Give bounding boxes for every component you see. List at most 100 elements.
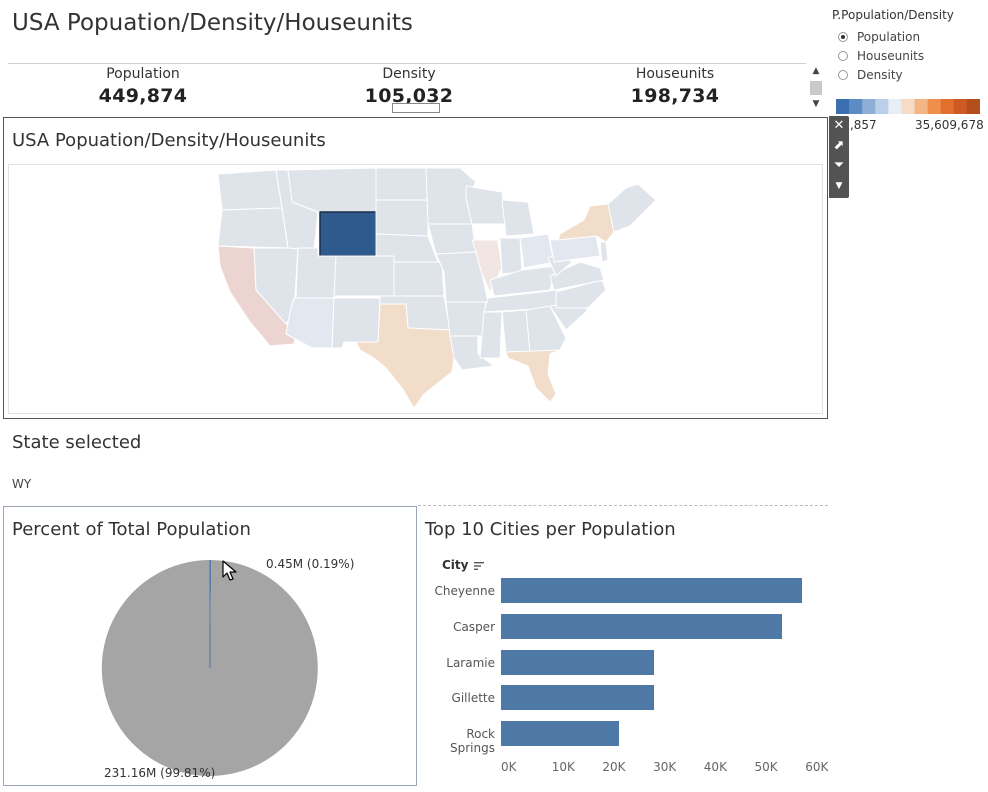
scroll-up-icon[interactable]: ▲	[812, 66, 820, 76]
radio-empty-icon[interactable]	[838, 70, 848, 80]
state-arkansas[interactable]	[445, 301, 487, 337]
zone-toolbar[interactable]: ✕ ⬈ ⏷ ▼	[829, 116, 849, 198]
state-mississippi[interactable]	[479, 311, 503, 359]
state-indiana[interactable]	[499, 237, 523, 275]
state-washington[interactable]	[217, 169, 283, 211]
legend-swatch	[875, 99, 889, 114]
kpi-scrollbar[interactable]: ▲ ▼	[809, 66, 823, 112]
usa-map[interactable]	[210, 162, 670, 407]
bar-label: Gillette	[451, 691, 495, 706]
pie-label-small: 0.45M (0.19%)	[266, 557, 355, 571]
state-virginia[interactable]	[549, 261, 605, 291]
header-divider	[8, 63, 806, 64]
dashboard-title: USA Popuation/Density/Houseunits	[12, 10, 413, 36]
bar[interactable]	[501, 649, 654, 675]
state-selected-title: State selected	[12, 432, 142, 453]
legend-max-label: 35,609,678	[915, 118, 984, 132]
state-alabama[interactable]	[501, 309, 531, 353]
bar[interactable]	[501, 721, 620, 747]
kpi-density-value: 105,032	[364, 85, 454, 107]
radio-density-label: Density	[857, 68, 903, 82]
bar-label: Cheyenne	[434, 584, 495, 598]
close-icon[interactable]: ✕	[833, 118, 845, 133]
legend-swatch	[862, 99, 876, 114]
state-iowa[interactable]	[427, 223, 477, 255]
state-new-jersey[interactable]	[599, 241, 609, 263]
open-external-icon[interactable]: ⬈	[833, 138, 845, 153]
map-title: USA Popuation/Density/Houseunits	[12, 130, 326, 151]
mouse-cursor-icon	[222, 560, 237, 581]
map-frame[interactable]	[8, 164, 823, 414]
kpi-population-value: 449,874	[98, 85, 188, 107]
radio-houseunits[interactable]: Houseunits	[838, 49, 924, 63]
state-wyoming[interactable]	[319, 211, 377, 257]
state-colorado[interactable]	[333, 255, 395, 297]
legend-swatch	[914, 99, 929, 114]
state-new-england[interactable]	[607, 183, 657, 233]
scroll-thumb[interactable]	[810, 81, 822, 95]
kpi-population: Population 449,874	[43, 66, 243, 107]
bar-label: Casper	[453, 619, 495, 634]
state-north-dakota[interactable]	[375, 167, 429, 201]
state-pennsylvania[interactable]	[549, 235, 601, 263]
city-header[interactable]: City	[442, 558, 485, 572]
bar[interactable]	[501, 685, 654, 711]
legend-swatch	[953, 99, 968, 114]
city-header-label: City	[442, 558, 469, 572]
pie-label-large: 231.16M (99.81%)	[104, 766, 216, 780]
filter-icon[interactable]: ⏷	[833, 158, 845, 173]
map-zone[interactable]	[3, 117, 828, 419]
radio-population-label: Population	[857, 30, 921, 44]
pie-chart[interactable]	[100, 558, 320, 778]
state-wisconsin[interactable]	[465, 185, 507, 225]
state-utah[interactable]	[295, 247, 337, 299]
legend-swatch	[901, 99, 916, 114]
state-new-mexico[interactable]	[331, 297, 381, 349]
state-louisiana[interactable]	[449, 335, 495, 371]
state-florida[interactable]	[505, 349, 561, 403]
bar[interactable]	[501, 578, 803, 603]
legend-swatch	[927, 99, 942, 114]
radio-population[interactable]: Population	[838, 30, 920, 44]
state-south-dakota[interactable]	[375, 199, 429, 237]
state-new-york[interactable]	[557, 203, 615, 243]
pie-zone[interactable]	[3, 506, 417, 786]
radio-empty-icon[interactable]	[838, 51, 848, 61]
legend-swatch	[888, 99, 902, 114]
x-tick-label: 10K	[551, 760, 575, 774]
radio-density[interactable]: Density	[838, 68, 903, 82]
bar-label: Rock Springs	[450, 727, 495, 756]
radio-selected-icon[interactable]	[838, 32, 848, 42]
more-options-icon[interactable]: ▼	[835, 181, 843, 191]
radio-houseunits-label: Houseunits	[857, 49, 925, 63]
kpi-population-label: Population	[106, 66, 180, 82]
state-kansas[interactable]	[393, 261, 445, 297]
x-tick-label: 0K	[501, 760, 517, 774]
legend-swatch	[966, 99, 980, 114]
bar-label: Laramie	[446, 655, 495, 670]
kpi-houseunits: Houseunits 198,734	[575, 66, 775, 107]
state-georgia[interactable]	[525, 305, 567, 353]
legend-swatch	[940, 99, 955, 114]
state-ohio[interactable]	[519, 233, 555, 269]
zone-divider	[418, 505, 828, 506]
x-tick-label: 30K	[653, 760, 677, 774]
x-tick-label: 20K	[602, 760, 626, 774]
state-michigan[interactable]	[501, 199, 535, 237]
state-texas[interactable]	[355, 303, 457, 407]
resize-handle[interactable]	[392, 103, 440, 113]
sort-icon[interactable]	[473, 561, 485, 571]
x-tick-label: 40K	[703, 760, 727, 774]
legend-swatch	[836, 99, 850, 114]
kpi-houseunits-label: Houseunits	[635, 66, 715, 82]
legend-swatch	[849, 99, 863, 114]
bar[interactable]	[501, 613, 783, 639]
kpi-houseunits-value: 198,734	[630, 85, 720, 107]
state-oregon[interactable]	[217, 207, 289, 249]
parameter-title: P.Population/Density	[832, 8, 954, 22]
bar-title: Top 10 Cities per Population	[425, 519, 676, 540]
color-legend-bar	[836, 99, 980, 114]
kpi-density: Density 105,032	[309, 66, 509, 107]
state-selected-value: WY	[12, 477, 32, 491]
scroll-down-icon[interactable]: ▼	[812, 99, 820, 109]
